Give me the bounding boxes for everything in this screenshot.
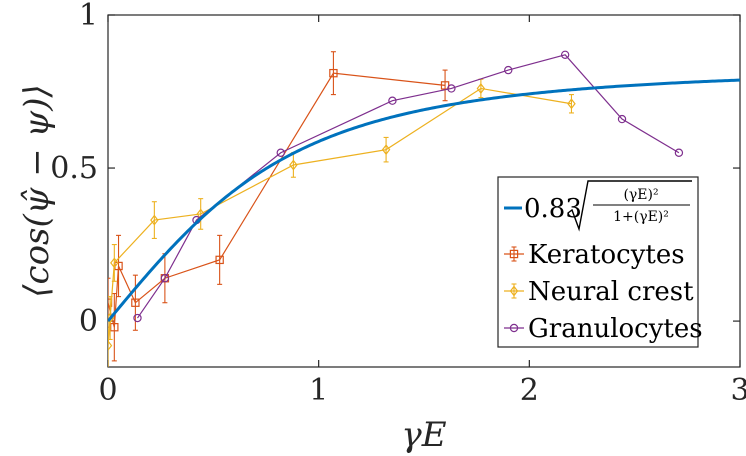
x-tick-label: 1 <box>309 373 328 408</box>
data-point-diamond <box>150 214 159 226</box>
data-point-diamond <box>108 340 113 352</box>
data-point-diamond <box>381 144 391 156</box>
data-point-square <box>131 298 140 307</box>
y-tick-label: 0 <box>79 304 98 339</box>
data-point-diamond <box>289 159 298 171</box>
legend-label: Neural crest <box>528 277 694 307</box>
data-point-circle <box>509 323 519 333</box>
model-curve <box>108 78 740 323</box>
legend-label: Granulocytes <box>528 314 703 344</box>
data-point-square <box>509 249 519 259</box>
data-point-diamond <box>509 285 519 297</box>
legend: 0.83 (γE)² 1+(γE)² Keratocytes Neural crest G… <box>497 176 703 348</box>
legend-model-coefficient: 0.83 <box>524 194 582 224</box>
plot-area <box>108 50 740 367</box>
x-tick-label: 3 <box>730 373 746 408</box>
data-point-square <box>215 255 224 265</box>
data-point-diamond <box>110 257 119 269</box>
legend-model-numerator: (γE)² <box>623 187 658 203</box>
plot-frame <box>107 14 741 368</box>
data-point-circle <box>504 65 513 75</box>
legend-label: Keratocytes <box>528 240 685 270</box>
data-point-circle <box>560 50 570 59</box>
x-axis-label: γE <box>401 415 446 455</box>
series-keratocytes <box>108 51 450 362</box>
data-point-square <box>110 323 119 332</box>
x-tick-label: 0 <box>98 373 117 408</box>
radical-sign <box>567 180 692 232</box>
data-point-circle <box>388 96 397 105</box>
data-point-diamond <box>476 82 486 94</box>
x-tick-label: 2 <box>520 373 539 408</box>
data-point-circle <box>674 148 684 157</box>
legend-model-denominator: 1+(γE)² <box>613 209 669 225</box>
y-tick-label: 1 <box>79 0 98 33</box>
data-point-circle <box>160 274 170 283</box>
data-point-circle <box>617 114 627 124</box>
y-axis-label: ⟨cos(ψ̂ − ψ)⟩ <box>17 84 57 297</box>
data-point-circle <box>276 148 285 157</box>
data-point-square <box>329 68 338 78</box>
data-point-diamond <box>567 98 576 110</box>
data-point-circle <box>133 313 142 323</box>
y-tick-label: 0.5 <box>50 151 98 186</box>
series-line <box>108 72 446 328</box>
data-point-circle <box>447 84 456 93</box>
